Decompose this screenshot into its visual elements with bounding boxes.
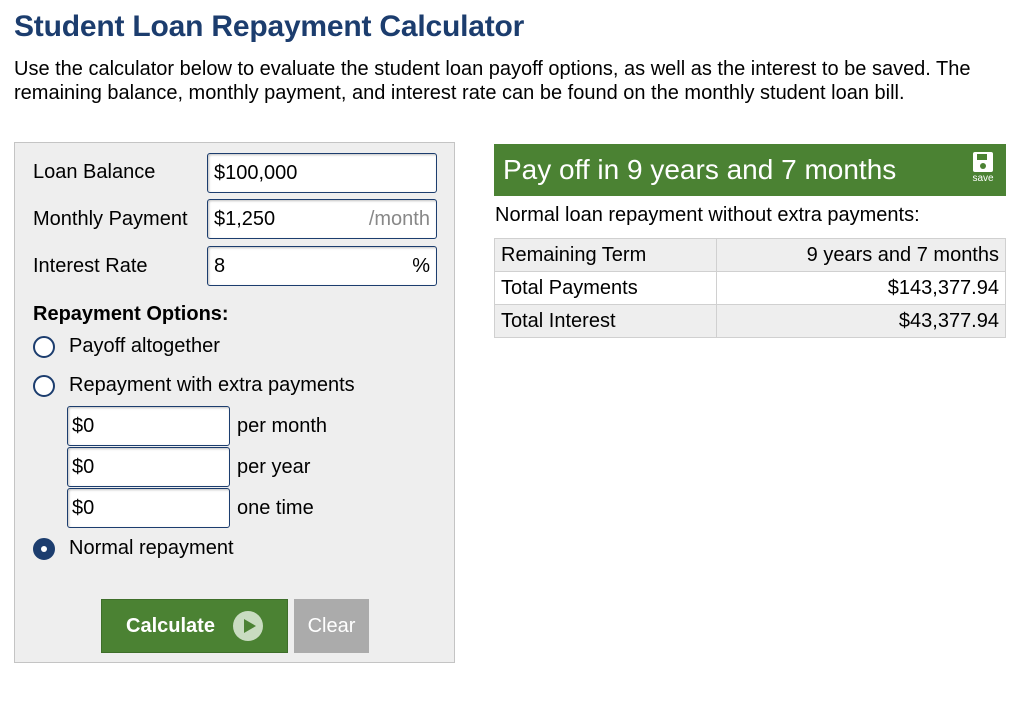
save-label: save — [972, 173, 994, 184]
intro-text: Use the calculator below to evaluate the… — [14, 58, 971, 104]
clear-button[interactable]: Clear — [294, 599, 369, 653]
floppy-disk-icon — [973, 152, 993, 172]
interest-rate-label: Interest Rate — [33, 255, 148, 277]
extra-per-year-input[interactable]: $0 — [67, 447, 230, 487]
calculator-form-panel: Loan Balance $100,000 Monthly Payment $1… — [14, 142, 455, 663]
option-label: Repayment with extra payments — [69, 374, 355, 396]
radio-unchecked-icon[interactable] — [33, 374, 55, 397]
play-arrow-icon — [232, 611, 263, 641]
monthly-payment-value: $1,250 — [214, 207, 276, 230]
per-month-label: per month — [237, 415, 328, 437]
extra-per-month-input[interactable]: $0 — [67, 406, 230, 446]
option-label: Normal repayment — [69, 537, 234, 559]
repayment-options-title: Repayment Options: — [33, 303, 229, 325]
table-row: Total Payments $143,377.94 — [493, 271, 1006, 305]
one-time-label: one time — [237, 497, 314, 519]
radio-checked-icon[interactable] — [33, 537, 55, 560]
monthly-payment-input[interactable]: $1,250 /month — [207, 199, 437, 239]
table-row: Total Interest $43,377.94 — [493, 304, 1006, 338]
option-normal-repayment[interactable]: Normal repayment — [33, 537, 234, 560]
monthly-unit-label: /month — [368, 207, 430, 230]
row-value: $43,377.94 — [716, 304, 1006, 338]
calculate-button[interactable]: Calculate — [101, 599, 288, 653]
result-headline: Pay off in 9 years and 7 months — [503, 154, 897, 185]
clear-label: Clear — [307, 614, 356, 637]
result-subtitle: Normal loan repayment without extra paym… — [495, 204, 920, 226]
radio-unchecked-icon[interactable] — [33, 335, 55, 358]
option-payoff-altogether[interactable]: Payoff altogether — [33, 335, 220, 358]
table-row: Remaining Term 9 years and 7 months — [493, 238, 1006, 272]
interest-rate-value: 8 — [214, 254, 226, 277]
extra-per-year-value: $0 — [72, 455, 95, 478]
row-value: $143,377.94 — [716, 271, 1006, 305]
percent-unit-label: % — [412, 254, 430, 277]
result-summary-table: Remaining Term 9 years and 7 months Tota… — [493, 238, 1006, 338]
per-year-label: per year — [237, 456, 311, 478]
monthly-payment-label: Monthly Payment — [33, 208, 188, 230]
page-title: Student Loan Repayment Calculator — [14, 10, 525, 43]
row-label: Total Payments — [493, 271, 718, 305]
extra-one-time-value: $0 — [72, 496, 95, 519]
option-label: Payoff altogether — [69, 335, 220, 357]
loan-balance-value: $100,000 — [214, 161, 298, 184]
extra-per-month-value: $0 — [72, 414, 95, 437]
save-button[interactable]: save — [968, 152, 998, 188]
row-value: 9 years and 7 months — [716, 238, 1006, 272]
row-label: Remaining Term — [493, 238, 718, 272]
row-label: Total Interest — [493, 304, 718, 338]
option-extra-payments[interactable]: Repayment with extra payments — [33, 374, 355, 397]
calculate-label: Calculate — [126, 614, 215, 637]
extra-one-time-input[interactable]: $0 — [67, 488, 230, 528]
result-headline-bar: Pay off in 9 years and 7 months save — [494, 144, 1006, 196]
loan-balance-input[interactable]: $100,000 — [207, 153, 437, 193]
interest-rate-input[interactable]: 8 % — [207, 246, 437, 286]
loan-balance-label: Loan Balance — [33, 161, 156, 183]
